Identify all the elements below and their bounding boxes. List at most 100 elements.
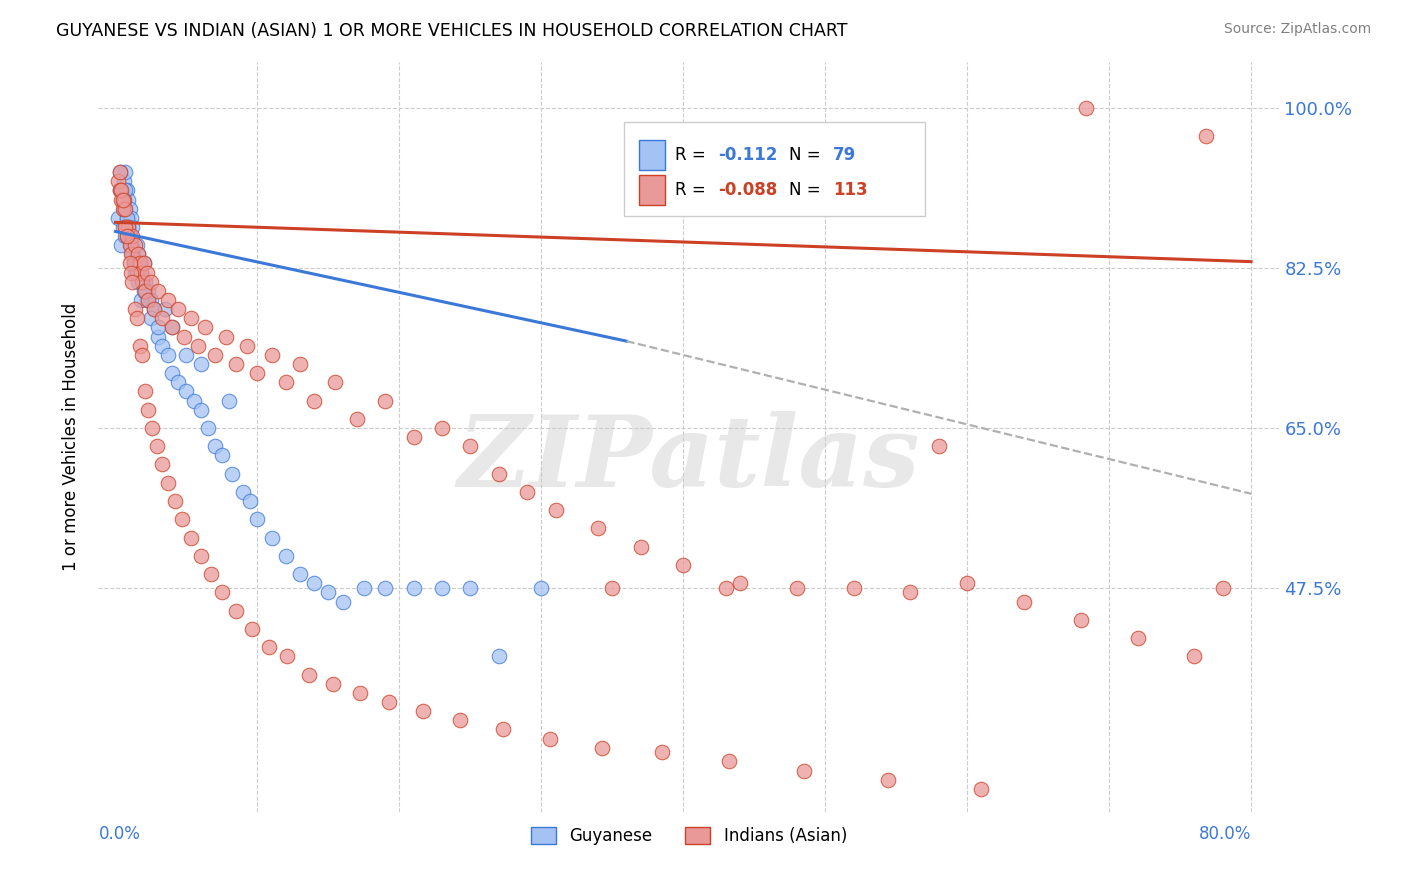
Point <box>118 229 141 244</box>
Point <box>114 219 136 234</box>
Point <box>145 439 167 453</box>
Point <box>124 266 146 280</box>
Point <box>114 183 136 197</box>
Text: 80.0%: 80.0% <box>1199 825 1251 844</box>
Point <box>530 581 553 595</box>
Point <box>146 320 169 334</box>
Point <box>136 293 159 307</box>
Point <box>717 755 740 769</box>
Point <box>225 604 247 618</box>
Point <box>225 357 247 371</box>
Point <box>1195 128 1218 143</box>
Point <box>128 339 150 353</box>
Point <box>353 581 375 595</box>
Point <box>928 439 950 453</box>
Point <box>970 781 993 796</box>
Point <box>127 247 149 261</box>
Point <box>131 275 153 289</box>
Point <box>167 302 190 317</box>
Text: -0.112: -0.112 <box>718 145 778 163</box>
Point <box>297 667 319 681</box>
Point <box>136 402 159 417</box>
Point <box>114 202 136 216</box>
Point <box>162 320 183 334</box>
Point <box>131 275 153 289</box>
Point <box>187 339 209 353</box>
Point <box>349 686 371 700</box>
Point <box>378 695 401 709</box>
Point <box>302 393 325 408</box>
Point <box>288 357 311 371</box>
Point <box>112 193 135 207</box>
Point <box>114 165 136 179</box>
Point <box>246 366 269 380</box>
Point <box>239 494 262 508</box>
Text: -0.088: -0.088 <box>718 181 778 199</box>
Point <box>430 421 453 435</box>
Point <box>460 581 482 595</box>
Point <box>215 329 238 343</box>
Point <box>121 275 143 289</box>
Point <box>118 238 141 252</box>
Point <box>538 731 561 746</box>
Point <box>246 512 269 526</box>
Y-axis label: 1 or more Vehicles in Household: 1 or more Vehicles in Household <box>62 303 80 571</box>
Text: R =: R = <box>675 145 711 163</box>
Point <box>200 567 222 582</box>
Point <box>124 256 146 270</box>
Point <box>728 576 751 591</box>
Point <box>1126 631 1149 645</box>
Point <box>120 238 142 252</box>
Point <box>211 585 233 599</box>
Point <box>1182 649 1205 664</box>
Point <box>204 348 226 362</box>
Point <box>111 193 134 207</box>
Point <box>111 202 134 216</box>
Point <box>134 275 156 289</box>
Point <box>139 293 162 307</box>
Point <box>165 494 187 508</box>
Point <box>120 247 142 261</box>
Point <box>146 329 169 343</box>
Point <box>651 745 673 759</box>
Point <box>110 183 132 197</box>
Point <box>257 640 280 655</box>
Point <box>156 475 179 490</box>
Point <box>1076 101 1098 115</box>
Point <box>156 348 179 362</box>
Point <box>544 503 567 517</box>
Point <box>260 348 283 362</box>
Point <box>115 211 138 225</box>
Point <box>274 376 297 390</box>
Point <box>492 723 515 737</box>
Point <box>142 302 165 317</box>
Point <box>586 521 609 535</box>
Point <box>112 202 135 216</box>
Point <box>190 549 212 563</box>
Point <box>121 229 143 244</box>
Point <box>139 311 162 326</box>
Point <box>128 256 150 270</box>
Point <box>714 581 737 595</box>
Point <box>516 484 538 499</box>
Point <box>302 576 325 591</box>
Point <box>190 357 212 371</box>
Point <box>134 284 156 298</box>
Point <box>150 458 173 472</box>
Point <box>240 622 263 636</box>
Point <box>122 256 145 270</box>
Text: Source: ZipAtlas.com: Source: ZipAtlas.com <box>1223 22 1371 37</box>
Point <box>346 412 368 426</box>
Point <box>204 439 226 453</box>
Text: GUYANESE VS INDIAN (ASIAN) 1 OR MORE VEHICLES IN HOUSEHOLD CORRELATION CHART: GUYANESE VS INDIAN (ASIAN) 1 OR MORE VEH… <box>56 22 848 40</box>
Point <box>132 256 155 270</box>
Point <box>108 165 131 179</box>
Point <box>110 238 132 252</box>
Point <box>120 238 142 252</box>
Point <box>117 193 139 207</box>
Text: R =: R = <box>675 181 711 199</box>
Text: 0.0%: 0.0% <box>98 825 141 844</box>
Point <box>125 238 148 252</box>
Point <box>1012 594 1035 608</box>
Point <box>124 302 146 317</box>
